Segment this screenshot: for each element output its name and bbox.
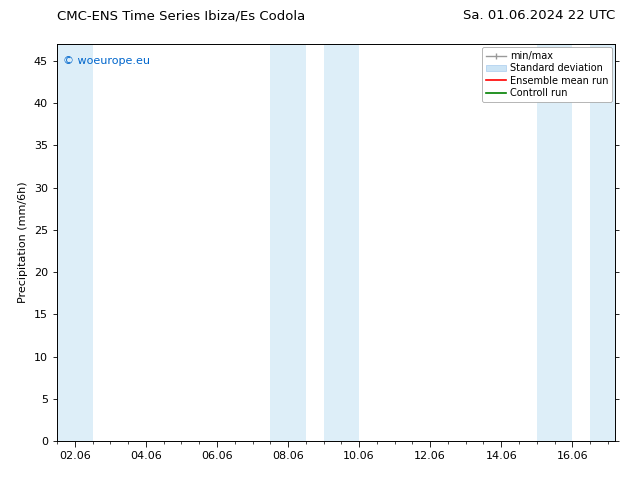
- Bar: [537, 44, 573, 441]
- Text: Sa. 01.06.2024 22 UTC: Sa. 01.06.2024 22 UTC: [463, 9, 615, 22]
- Legend: min/max, Standard deviation, Ensemble mean run, Controll run: min/max, Standard deviation, Ensemble me…: [482, 47, 612, 102]
- Bar: [323, 44, 359, 441]
- Bar: [57, 44, 93, 441]
- Bar: [590, 44, 615, 441]
- Text: © woeurope.eu: © woeurope.eu: [63, 56, 150, 66]
- Y-axis label: Precipitation (mm/6h): Precipitation (mm/6h): [18, 182, 29, 303]
- Bar: [270, 44, 306, 441]
- Text: CMC-ENS Time Series Ibiza/Es Codola: CMC-ENS Time Series Ibiza/Es Codola: [57, 9, 306, 22]
